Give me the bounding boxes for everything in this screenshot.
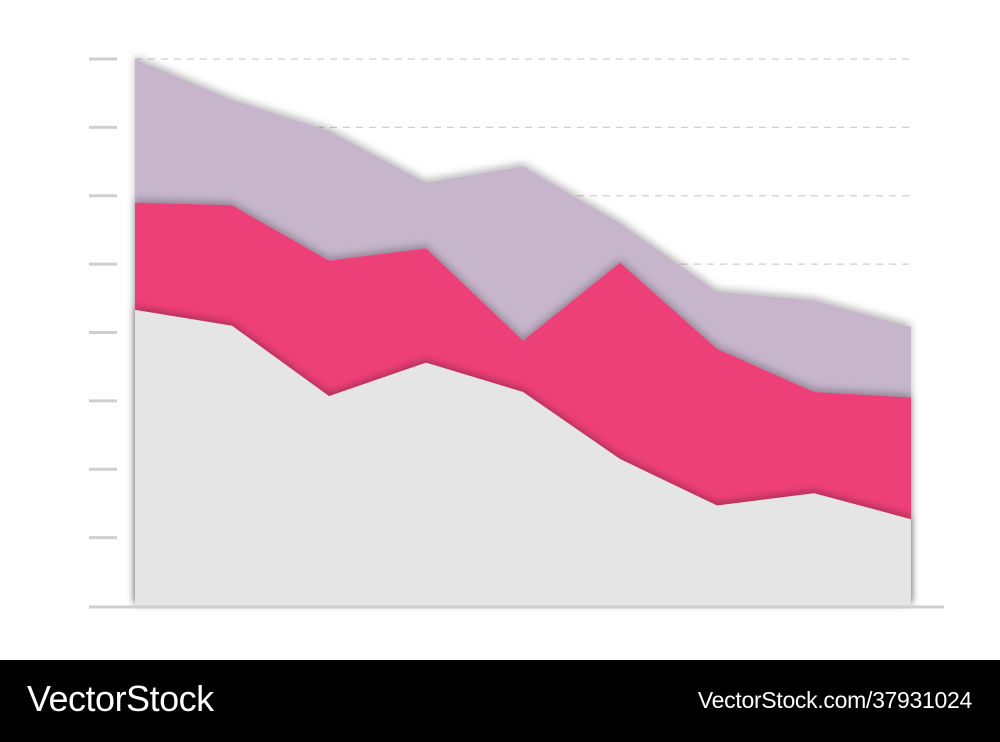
area-series-1 (135, 309, 911, 606)
stacked-area-chart (89, 57, 944, 609)
chart (89, 57, 944, 609)
watermark-id: VectorStock.com/37931024 (697, 687, 972, 713)
watermark-brand: VectorStock (27, 678, 214, 719)
watermark-bar: VectorStock VectorStock.com/37931024 (0, 660, 1000, 742)
